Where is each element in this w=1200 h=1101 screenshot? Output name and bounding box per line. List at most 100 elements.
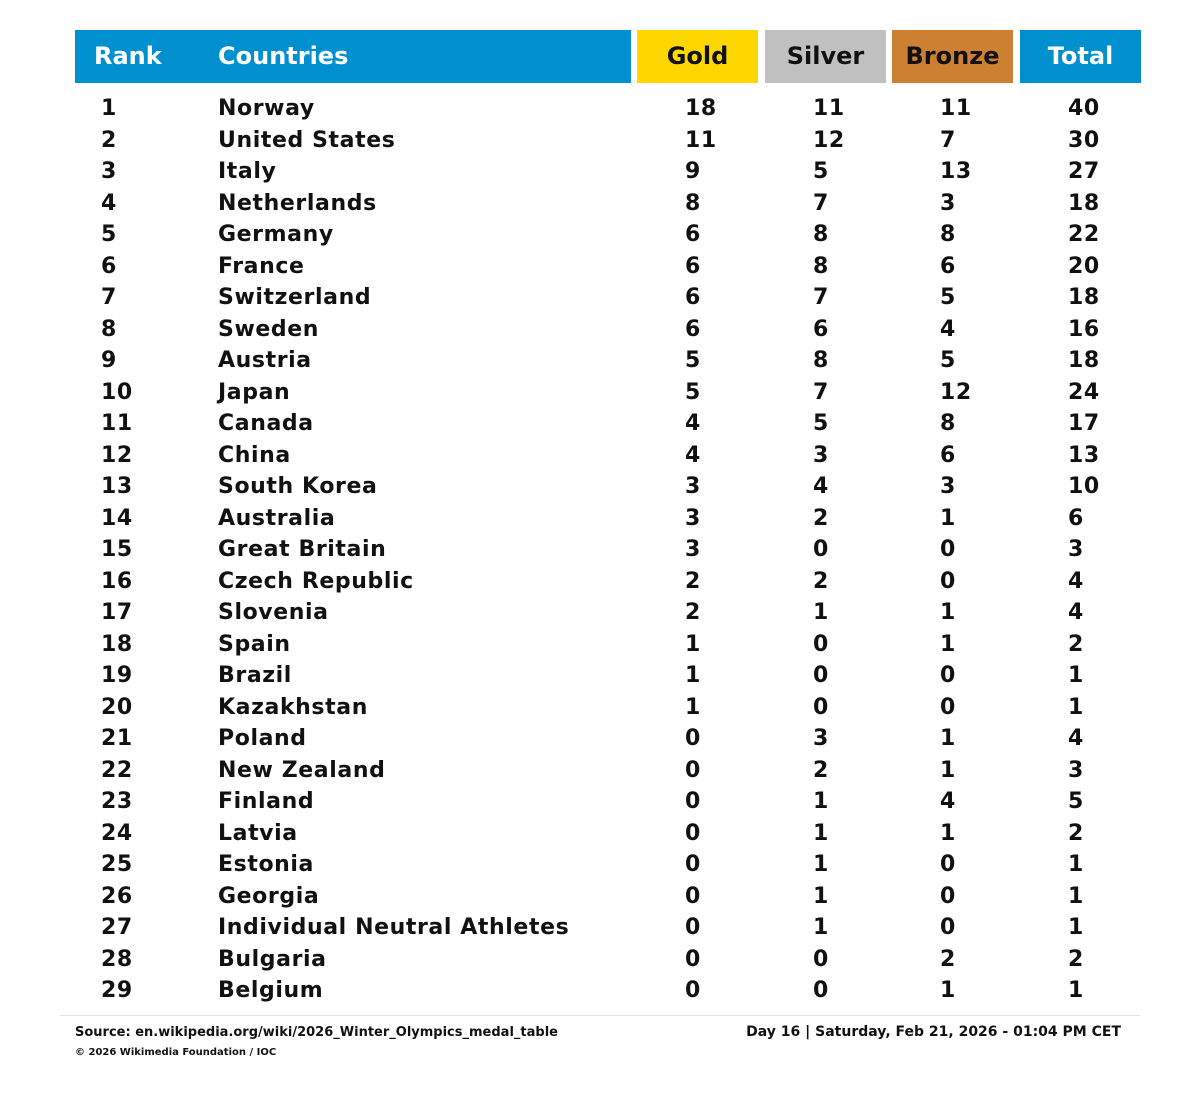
gold-cell: 2 (685, 568, 701, 594)
bronze-cell: 3 (940, 190, 956, 216)
gold-cell: 0 (685, 915, 701, 940)
total-cell: 4 (1068, 726, 1084, 751)
rank-cell: 29 (101, 978, 133, 1003)
header-silver: Silver (765, 30, 886, 83)
table-row: 18 Spain 1 0 1 2 (0, 629, 1200, 661)
rank-cell: 15 (101, 537, 133, 562)
gold-cell: 0 (685, 852, 701, 877)
rank-cell: 2 (101, 127, 117, 153)
country-cell: Netherlands (218, 190, 377, 216)
gold-cell: 0 (685, 820, 701, 846)
table-row: 16 Czech Republic 2 2 0 4 (0, 566, 1200, 598)
table-row: 17 Slovenia 2 1 1 4 (0, 597, 1200, 629)
gold-cell: 0 (685, 883, 701, 909)
country-cell: Brazil (218, 663, 292, 688)
table-row: 22 New Zealand 0 2 1 3 (0, 755, 1200, 787)
silver-cell: 7 (813, 379, 829, 405)
total-cell: 18 (1068, 348, 1100, 373)
total-cell: 17 (1068, 411, 1100, 436)
bronze-cell: 0 (940, 852, 956, 877)
gold-cell: 0 (685, 789, 701, 814)
rank-cell: 3 (101, 159, 117, 184)
bronze-cell: 0 (940, 663, 956, 688)
bronze-cell: 11 (940, 96, 972, 121)
gold-cell: 6 (685, 222, 701, 247)
country-cell: Germany (218, 222, 334, 247)
rank-cell: 1 (101, 96, 117, 121)
country-cell: Finland (218, 789, 315, 814)
table-row: 2 United States 11 12 7 30 (0, 125, 1200, 157)
bronze-cell: 4 (940, 789, 956, 814)
bronze-cell: 13 (940, 159, 972, 184)
rank-cell: 11 (101, 411, 133, 436)
bronze-cell: 1 (940, 600, 956, 625)
country-cell: China (218, 442, 291, 468)
table-row: 12 China 4 3 6 13 (0, 440, 1200, 472)
country-cell: Great Britain (218, 537, 387, 562)
gold-cell: 6 (685, 316, 701, 342)
country-cell: Belgium (218, 978, 324, 1003)
gold-cell: 0 (685, 726, 701, 751)
bronze-cell: 0 (940, 883, 956, 909)
country-cell: Japan (218, 379, 291, 405)
bronze-cell: 6 (940, 253, 956, 279)
table-row: 4 Netherlands 8 7 3 18 (0, 188, 1200, 220)
bronze-cell: 1 (940, 757, 956, 783)
bronze-cell: 4 (940, 316, 956, 342)
silver-cell: 0 (813, 663, 829, 688)
gold-cell: 6 (685, 253, 701, 279)
rank-cell: 4 (101, 190, 117, 216)
total-cell: 30 (1068, 127, 1100, 153)
silver-cell: 4 (813, 474, 829, 499)
rank-cell: 5 (101, 222, 117, 247)
rank-cell: 27 (101, 915, 133, 940)
header-total: Total (1020, 30, 1141, 83)
rank-cell: 28 (101, 946, 133, 972)
country-cell: Kazakhstan (218, 694, 368, 720)
table-row: 14 Australia 3 2 1 6 (0, 503, 1200, 535)
silver-cell: 3 (813, 726, 829, 751)
silver-cell: 0 (813, 537, 829, 562)
silver-cell: 7 (813, 190, 829, 216)
bronze-cell: 7 (940, 127, 956, 153)
table-row: 15 Great Britain 3 0 0 3 (0, 534, 1200, 566)
silver-cell: 1 (813, 600, 829, 625)
country-cell: France (218, 253, 305, 279)
silver-cell: 5 (813, 159, 829, 184)
silver-cell: 2 (813, 757, 829, 783)
rank-cell: 19 (101, 663, 133, 688)
gold-cell: 2 (685, 600, 701, 625)
gold-cell: 18 (685, 96, 717, 121)
total-cell: 2 (1068, 946, 1084, 972)
table-row: 29 Belgium 0 0 1 1 (0, 975, 1200, 1007)
rank-cell: 21 (101, 726, 133, 751)
header-rank: Rank (75, 30, 631, 83)
silver-cell: 8 (813, 253, 829, 279)
silver-cell: 0 (813, 694, 829, 720)
country-cell: South Korea (218, 474, 378, 499)
total-cell: 6 (1068, 505, 1084, 531)
silver-cell: 8 (813, 222, 829, 247)
total-cell: 10 (1068, 474, 1100, 499)
rank-cell: 22 (101, 757, 133, 783)
gold-cell: 1 (685, 663, 701, 688)
bronze-cell: 8 (940, 411, 956, 436)
table-row: 1 Norway 18 11 11 40 (0, 93, 1200, 125)
rank-cell: 6 (101, 253, 117, 279)
table-row: 19 Brazil 1 0 0 1 (0, 660, 1200, 692)
table-row: 24 Latvia 0 1 1 2 (0, 818, 1200, 850)
country-cell: Bulgaria (218, 946, 327, 972)
country-cell: Norway (218, 96, 315, 121)
footer-copyright: © 2026 Wikimedia Foundation / IOC (75, 1047, 277, 1058)
silver-cell: 0 (813, 631, 829, 657)
silver-cell: 7 (813, 285, 829, 310)
footer-source: Source: en.wikipedia.org/wiki/2026_Winte… (75, 1025, 558, 1040)
total-cell: 1 (1068, 915, 1084, 940)
total-cell: 18 (1068, 190, 1100, 216)
rank-cell: 17 (101, 600, 133, 625)
silver-cell: 1 (813, 852, 829, 877)
total-cell: 16 (1068, 316, 1100, 342)
gold-cell: 3 (685, 537, 701, 562)
total-cell: 18 (1068, 285, 1100, 310)
table-row: 28 Bulgaria 0 0 2 2 (0, 944, 1200, 976)
